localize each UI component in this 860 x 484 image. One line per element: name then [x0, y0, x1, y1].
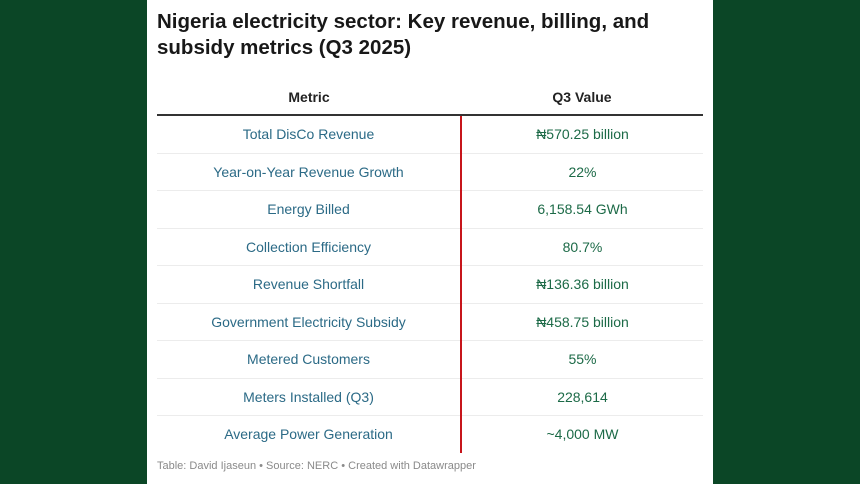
table-row: Meters Installed (Q3) 228,614	[157, 378, 703, 416]
value-cell: 6,158.54 GWh	[461, 190, 703, 229]
table-row: Government Electricity Subsidy ₦458.75 bi…	[157, 303, 703, 341]
metric-cell: Average Power Generation	[157, 415, 462, 453]
column-header-metric[interactable]: Metric	[157, 79, 461, 116]
metric-cell: Total DisCo Revenue	[157, 115, 462, 154]
metric-cell: Metered Customers	[157, 340, 462, 379]
value-cell: 55%	[461, 340, 703, 379]
value-cell: 80.7%	[461, 228, 703, 266]
value-cell: ~4,000 MW	[546, 426, 619, 443]
table-row: Energy Billed 6,158.54 GWh	[157, 190, 703, 229]
footer-credits: Table: David Ijaseun • Source: NERC • Cr…	[157, 460, 476, 472]
table-row: Revenue Shortfall ₦136.36 billion	[157, 265, 703, 304]
metric-cell: Meters Installed (Q3)	[157, 378, 462, 416]
column-header-value[interactable]: Q3 Value	[461, 79, 703, 116]
header-row: Metric Q3 Value	[157, 79, 703, 116]
table-row: Total DisCo Revenue ₦570.25 billion	[157, 115, 703, 154]
metric-cell: Collection Efficiency	[157, 228, 462, 266]
value-cell: 228,614	[461, 378, 703, 416]
table-card: Nigeria electricity sector: Key revenue,…	[147, 0, 713, 484]
chart-title: Nigeria electricity sector: Key revenue,…	[157, 10, 650, 59]
table-row: Collection Efficiency 80.7%	[157, 228, 703, 266]
metric-cell: Year-on-Year Revenue Growth	[157, 153, 462, 191]
value-cell: ₦570.25 billion	[461, 115, 703, 154]
metric-cell: Government Electricity Subsidy	[157, 303, 462, 341]
table-row: Metered Customers 55%	[157, 340, 703, 379]
metric-cell: Revenue Shortfall	[157, 265, 462, 304]
value-cell: ₦458.75 billion	[461, 303, 703, 341]
table-row: Average Power Generation ~4,000 MW	[157, 415, 703, 453]
table-row: Year-on-Year Revenue Growth 22%	[157, 153, 703, 191]
value-cell: ₦136.36 billion	[461, 265, 703, 304]
metrics-table: Metric Q3 Value Total DisCo Revenue ₦570.…	[157, 79, 703, 453]
value-cell: 22%	[461, 153, 703, 191]
metric-cell: Energy Billed	[157, 190, 462, 229]
